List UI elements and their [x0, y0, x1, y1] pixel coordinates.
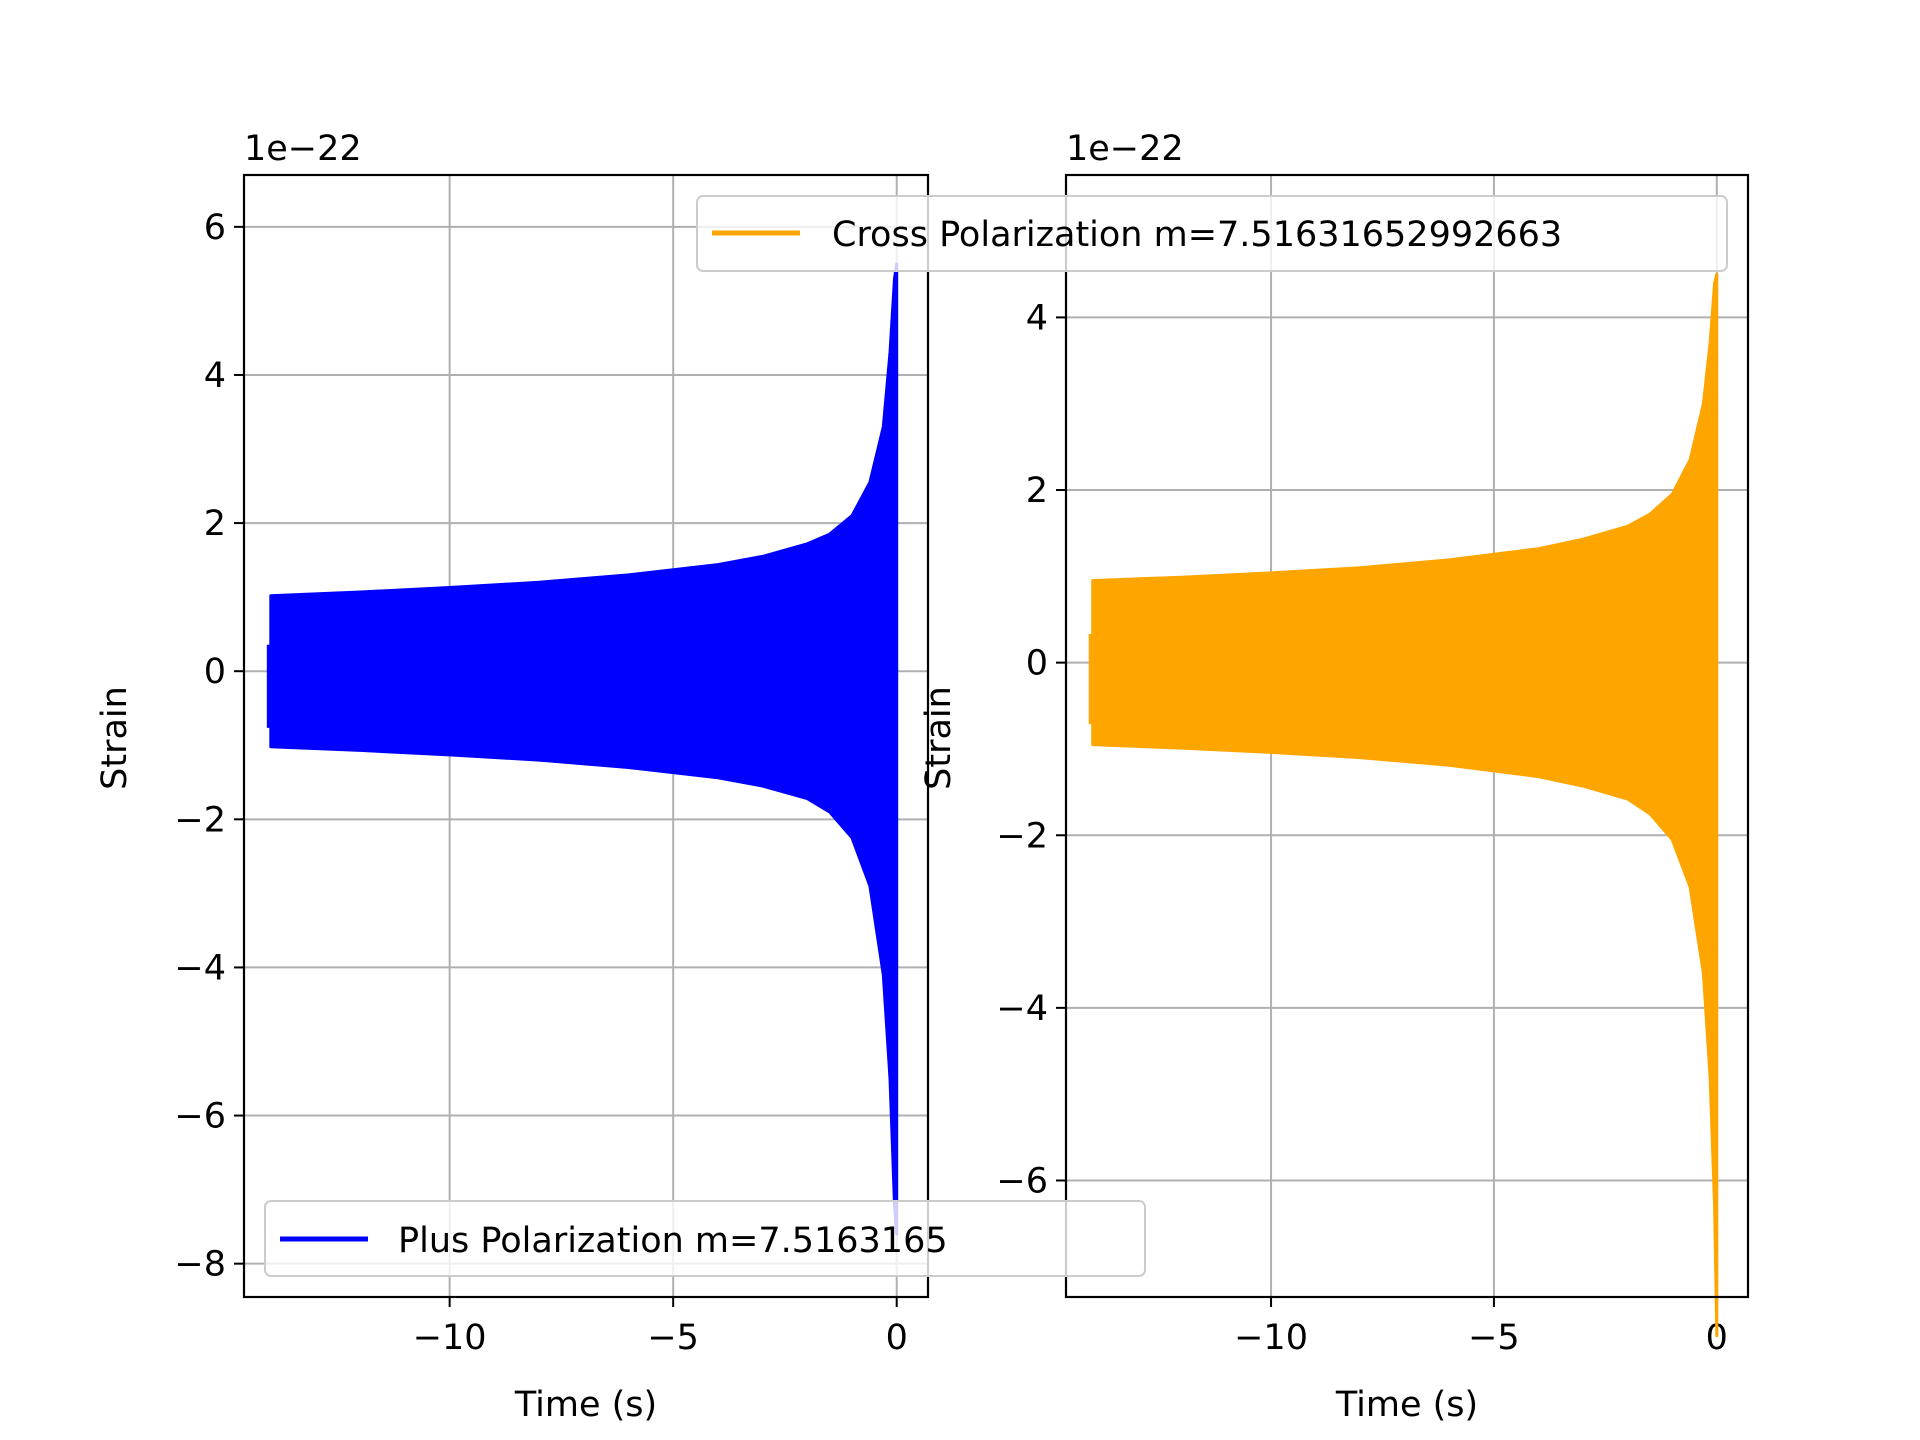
right-x-tick-label: 0 — [1706, 1318, 1728, 1358]
left-x-tick-label: 0 — [886, 1318, 908, 1358]
right-y-offset-label: 1e−22 — [1066, 129, 1184, 169]
right-x-axis-label: Time (s) — [1335, 1385, 1478, 1425]
left-y-tick-label: 6 — [204, 208, 226, 248]
right-y-tick-label: 4 — [1026, 298, 1048, 338]
right-y-tick-label: 2 — [1026, 471, 1048, 511]
left-x-tick-label: −5 — [647, 1318, 699, 1358]
right-waveform-series — [1091, 272, 1719, 1338]
left-y-tick-label: 2 — [204, 504, 226, 544]
right-x-tick-label: −10 — [1234, 1318, 1308, 1358]
left-y-tick-label: −2 — [174, 800, 226, 840]
legend-cross: Cross Polarization m=7.51631652992663 — [696, 195, 1728, 272]
left-y-tick-label: 4 — [204, 356, 226, 396]
left-y-tick-label: −4 — [174, 948, 226, 988]
legend-plus: Plus Polarization m=7.5163165 — [264, 1200, 1146, 1277]
right-y-tick-label: −2 — [996, 816, 1048, 856]
right-plot: −6 −4 −2 0 2 4 −10 −5 0 1e−22 Time (s) Strain — [919, 129, 1750, 1425]
right-x-ticks: −10 −5 0 — [1234, 1297, 1728, 1358]
left-y-ticks: −8 −6 −4 −2 0 2 4 6 — [174, 208, 244, 1285]
left-y-axis-label: Strain — [95, 686, 135, 790]
right-axes-frame — [1064, 173, 1750, 1299]
right-y-axis-label: Strain — [919, 686, 959, 790]
left-y-tick-label: 0 — [204, 652, 226, 692]
right-y-tick-label: −4 — [996, 989, 1048, 1029]
left-y-tick-label: −6 — [174, 1097, 226, 1137]
right-series — [1088, 272, 1719, 1338]
legend-cross-box — [696, 195, 1728, 272]
left-axes-frame — [242, 173, 930, 1299]
legend-plus-label: Plus Polarization m=7.5163165 — [398, 1221, 948, 1261]
left-x-tick-label: −10 — [413, 1318, 487, 1358]
left-y-offset-label: 1e−22 — [244, 129, 362, 169]
right-y-ticks: −6 −4 −2 0 2 4 — [996, 298, 1066, 1201]
left-x-ticks: −10 −5 0 — [413, 1297, 908, 1358]
legend-cross-label: Cross Polarization m=7.51631652992663 — [832, 215, 1562, 255]
left-plot: −8 −6 −4 −2 0 2 4 6 −10 −5 0 1e−22 Time (s) Strai… — [95, 129, 930, 1425]
left-y-tick-label: −8 — [174, 1245, 226, 1285]
right-y-tick-label: −6 — [996, 1161, 1048, 1201]
right-x-tick-label: −5 — [1468, 1318, 1520, 1358]
legend-plus-box — [264, 1200, 1146, 1277]
right-y-tick-label: 0 — [1026, 644, 1048, 684]
left-x-axis-label: Time (s) — [514, 1385, 657, 1425]
